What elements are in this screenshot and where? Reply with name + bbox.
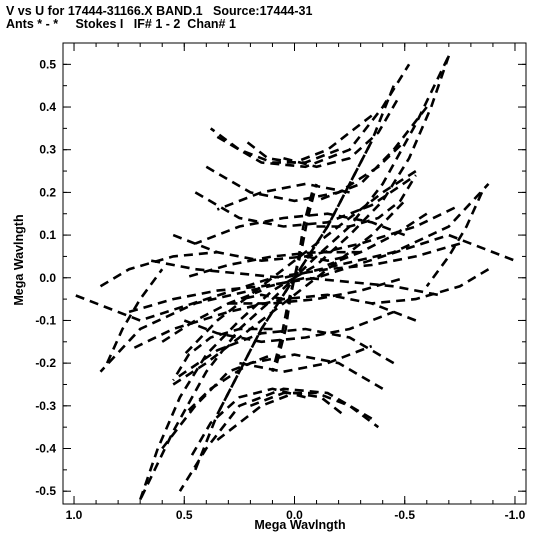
uv-track-mirror-8 [73, 242, 461, 322]
uv-track-mirror-18 [216, 85, 395, 415]
y-tick-label: -0.1 [35, 313, 56, 327]
uv-track-mirror-2 [189, 387, 306, 458]
uv-track-9 [150, 183, 490, 280]
uv-track-mirror-20 [327, 212, 428, 267]
uv-track-14 [161, 353, 273, 450]
uv-track-18 [194, 140, 373, 471]
axis-ticks [63, 43, 526, 504]
x-tick-label: 0.0 [286, 508, 303, 522]
y-tick-label: 0.4 [39, 100, 56, 114]
x-tick-label: -0.5 [394, 508, 415, 522]
uv-track-mirror-13 [209, 127, 340, 164]
x-axis-title: Mega Wavlngth [254, 518, 345, 532]
y-tick-label: -0.2 [35, 356, 56, 370]
uv-track-mirror-10 [194, 212, 406, 245]
x-tick-label: 1.0 [66, 508, 83, 522]
uv-tracks [73, 55, 516, 501]
y-tick-label: -0.5 [35, 484, 56, 498]
y-tick-label: 0.3 [39, 143, 56, 157]
uv-track-mirror-12 [216, 182, 350, 211]
uv-track-12 [239, 344, 373, 374]
x-tick-label: 0.5 [176, 508, 193, 522]
uv-track-mirror-21 [245, 114, 373, 164]
uv-track-13 [249, 391, 380, 429]
chart-title: V vs U for 17444-31166.X BAND.1 Source:1… [6, 4, 313, 18]
uv-track-10 [183, 310, 395, 344]
uv-track-20 [161, 289, 262, 343]
x-tick-label: -1.0 [505, 508, 526, 522]
y-axis-title: Mega Wavlngth [12, 214, 26, 305]
y-tick-label: 0.5 [39, 57, 56, 71]
uv-track-7 [99, 250, 218, 288]
y-tick-label: 0.0 [39, 271, 56, 285]
chart-subtitle: Ants * - * Stokes I IF# 1 - 2 Chan# 1 [6, 17, 236, 31]
uv-track-mirror-17 [271, 192, 314, 373]
uv-track-5 [194, 174, 417, 228]
y-tick-labels: 0.5 0.4 0.3 0.2 0.1 0.0 -0.1 -0.2 -0.3 -0.4 -0.5 [35, 57, 56, 498]
uv-track-2 [283, 97, 400, 169]
uv-track-17 [275, 183, 318, 364]
y-tick-label: 0.2 [39, 185, 56, 199]
uv-track-mirror-19 [425, 191, 484, 288]
uv-track-21 [216, 391, 344, 442]
y-tick-label: -0.3 [35, 399, 56, 413]
uv-track-8 [128, 233, 516, 314]
uv-track-mirror-5 [172, 327, 395, 382]
uv-track-mirror-7 [371, 268, 490, 305]
x-tick-labels: 1.0 0.5 0.0 -0.5 -1.0 [66, 508, 526, 522]
uv-track-mirror-14 [316, 106, 428, 203]
y-tick-label: 0.1 [39, 228, 56, 242]
uv-track-mirror-9 [99, 276, 439, 373]
uv-track-19 [105, 268, 164, 364]
y-tick-label: -0.4 [35, 442, 56, 456]
